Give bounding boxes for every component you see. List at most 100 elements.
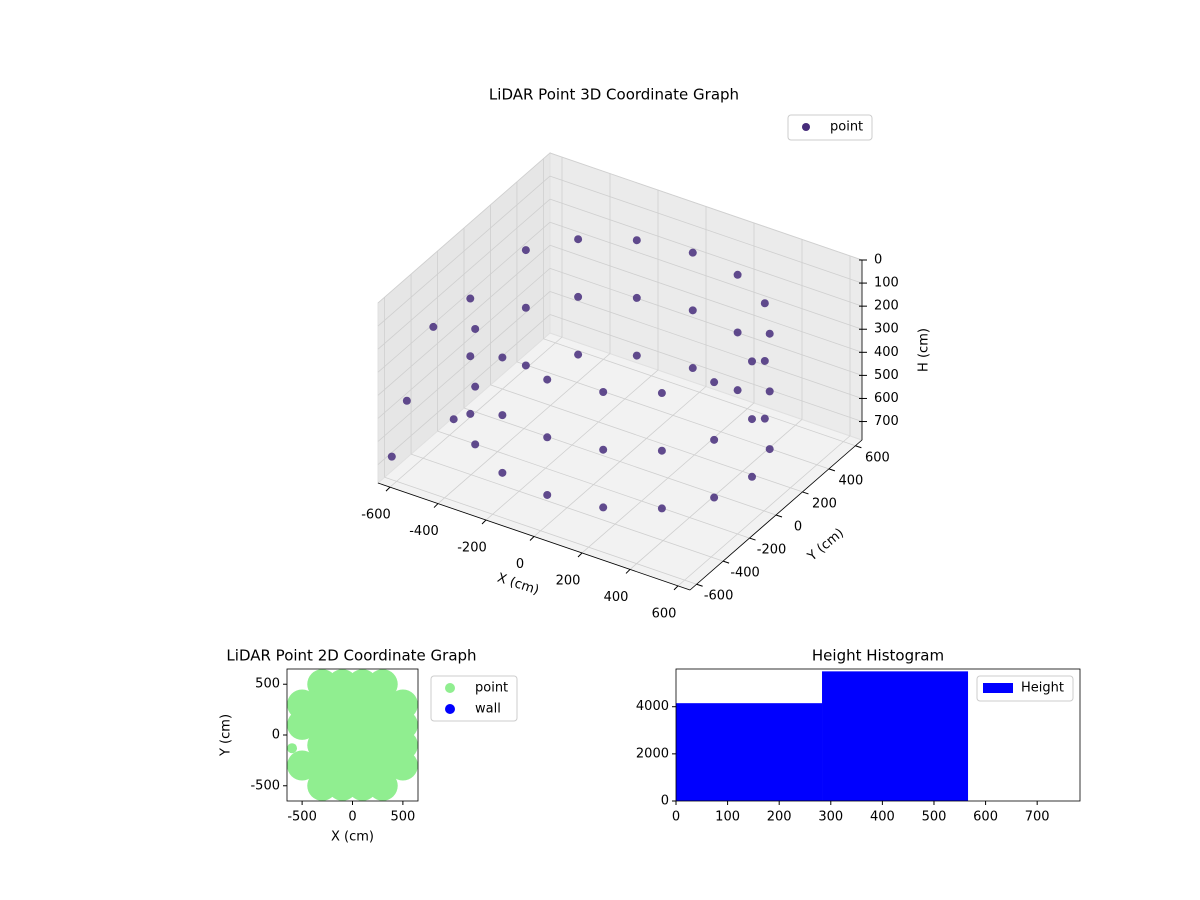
point (574, 235, 583, 244)
y-tick (749, 537, 756, 541)
x-tick-label: 0 (672, 810, 680, 825)
grid-line (410, 453, 724, 562)
point (471, 382, 480, 391)
y-tick-label: 600 (865, 450, 890, 465)
y-tick (696, 583, 703, 587)
x-tick-label: 0 (516, 557, 524, 572)
y-axis-label: Y (cm) (804, 526, 847, 565)
y-tick (855, 445, 862, 449)
point (466, 409, 475, 418)
point (466, 352, 475, 361)
y-tick-label: -400 (730, 566, 760, 581)
point (521, 361, 530, 370)
y-tick-label: 2000 (636, 746, 669, 761)
grid-line (549, 291, 863, 399)
point (521, 303, 530, 312)
point (733, 270, 742, 279)
point (688, 364, 697, 373)
grid-line (377, 291, 551, 442)
grid-line (377, 152, 551, 304)
y-tick-label: 400 (839, 473, 864, 488)
x-tick-label: 400 (604, 590, 629, 605)
grid-line (463, 407, 777, 516)
y-axis-label: Y (cm) (219, 714, 234, 757)
point (733, 328, 742, 337)
x-axis-label: X (cm) (495, 571, 541, 599)
x-tick-label: -200 (457, 541, 487, 556)
x-tick-label: 600 (973, 810, 998, 825)
legend-label: Height (1021, 681, 1064, 696)
point (543, 433, 552, 442)
legend-box (787, 114, 873, 141)
grid-line (549, 175, 863, 284)
y-tick-label: -200 (757, 543, 787, 558)
point (688, 248, 697, 257)
grid-line (549, 152, 863, 261)
point (657, 446, 666, 455)
grid-line (377, 245, 551, 396)
z-tick-label: 500 (874, 368, 899, 383)
x-tick (433, 503, 439, 508)
point (765, 387, 774, 396)
y-tick (828, 468, 836, 472)
point (632, 293, 641, 302)
point (748, 415, 756, 424)
x-tick-label: 0 (348, 810, 356, 825)
grid-line (377, 221, 551, 373)
point (543, 375, 552, 384)
x-tick-label: 100 (715, 810, 740, 825)
y-tick-label: -600 (704, 589, 734, 604)
point (765, 445, 774, 454)
chart-title: Height Histogram (812, 647, 944, 665)
point (760, 414, 769, 423)
y-tick (775, 514, 783, 518)
point (574, 292, 583, 301)
x-tick-label: 400 (870, 810, 895, 825)
point (387, 750, 418, 781)
x-tick-label: 500 (922, 810, 947, 825)
x-tick-label: 200 (556, 573, 581, 588)
point (471, 440, 480, 449)
legend-marker (802, 123, 810, 131)
point (599, 388, 608, 397)
plot-area (287, 669, 418, 801)
x-tick (673, 585, 679, 591)
point (733, 386, 742, 395)
x-tick-label: -400 (409, 524, 439, 539)
point (688, 306, 697, 315)
point (449, 415, 458, 424)
point (657, 389, 666, 398)
point (632, 236, 641, 245)
point (760, 356, 769, 365)
legend-swatch (983, 683, 1013, 693)
point (429, 322, 438, 331)
grid-line (549, 268, 863, 376)
point (287, 743, 298, 754)
legend-marker (445, 704, 455, 714)
x-tick-label: -500 (287, 810, 317, 825)
legend-label: point (475, 681, 508, 696)
x-tick (481, 519, 487, 525)
y-tick-label: 500 (255, 677, 280, 692)
x-tick-label: 600 (652, 606, 677, 621)
point (710, 378, 719, 387)
point (599, 445, 608, 454)
x-tick (625, 569, 631, 574)
point (471, 324, 480, 333)
z-tick-label: 400 (874, 345, 899, 360)
y-tick (802, 491, 809, 495)
x-tick-label: -600 (361, 508, 391, 523)
bar (822, 671, 969, 801)
z-axis-label: H (cm) (917, 328, 932, 372)
legend-box (430, 675, 518, 722)
point (498, 411, 507, 420)
grid-line (516, 361, 830, 470)
y-tick-label: -500 (250, 778, 280, 793)
point (710, 493, 719, 502)
z-tick-label: 200 (874, 299, 899, 314)
point (521, 246, 530, 255)
grid-line (549, 244, 863, 353)
grid-line (549, 198, 863, 307)
x-tick-label: 500 (390, 810, 415, 825)
